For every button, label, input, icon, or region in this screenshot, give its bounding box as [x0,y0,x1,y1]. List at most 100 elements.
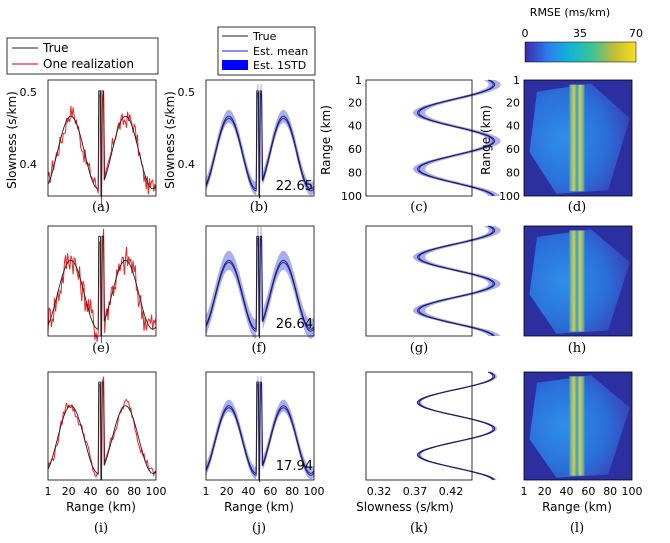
axes-frame-r3-c2 [205,371,315,481]
ylabel-range-c: Range (km) [319,105,333,175]
colorbar: RMSE (ms/km) 0 35 70 [522,6,643,63]
yticks-range-d: 1 20 40 60 80 100 [499,74,520,203]
panel-label-l: (l) [570,521,584,536]
ytick-range-60: 60 [506,143,520,156]
ylabel-range-d: Range (km) [479,105,493,175]
true-line-r1-c1 [47,90,157,197]
rmse-value-b: 22.65 [276,179,313,194]
xtick-range-20: 20 [220,485,234,498]
ytick-05-b: 0.5 [178,86,196,99]
yticks-range-c: 1 20 40 60 80 100 [341,74,362,203]
axes-frame-r1-c4 [523,79,633,197]
ylabel-slowness-b: Slowness (s/km) [163,91,177,189]
legend-std-label: Est. 1STD [253,59,306,72]
panel-label-k: (k) [410,521,428,536]
legend-true-label-b: True [252,30,277,43]
colorbar-tick-35: 35 [573,27,587,40]
true-line-r2-c1 [47,235,157,337]
xtick-range-20: 20 [62,485,76,498]
xtick-range-40: 40 [242,485,256,498]
panel-label-f: (f) [252,341,267,356]
panel-label-e: (e) [92,341,110,356]
xtick-range-100: 100 [622,485,643,498]
panel-label-d: (d) [568,200,586,215]
legend-realization-label: One realization [43,57,134,71]
legend-std-swatch [222,60,248,70]
true-line-r3-c2 [205,381,315,481]
xtick-042: 0.42 [439,485,464,498]
xlabel-slowness-k: Slowness (s/km) [356,500,454,514]
axes-frame-r1-c2 [205,79,315,197]
xlabel-range-l: Range (km) [542,500,612,514]
axes-frame-r3-c4 [523,371,633,481]
xtick-range-60: 60 [263,485,277,498]
axes-frame-r2-c1 [47,225,157,337]
xtick-037: 0.37 [403,485,428,498]
panel-label-h: (h) [568,341,587,356]
xtick-range-60: 60 [105,485,119,498]
xtick-range-40: 40 [560,485,574,498]
xtick-range-100: 100 [304,485,325,498]
xtick-range-20: 20 [538,485,552,498]
legend-estimate: True Est. mean Est. 1STD [217,26,316,76]
legend-mean-label: Est. mean [253,45,308,58]
ytick-range-1: 1 [513,74,520,87]
ytick-04-a: 0.4 [20,158,38,171]
xticks-range-i: 1 20 40 60 80 100 [45,485,167,498]
panel-label-a: (a) [92,200,110,215]
est-mean-vertical-r2 [416,225,494,337]
true-line-vertical-r1 [418,79,496,197]
rmse-value-f: 26.64 [276,317,313,332]
xtick-range-80: 80 [603,485,617,498]
ytick-04-b: 0.4 [178,158,196,171]
panel-label-b: (b) [250,200,268,215]
axes-frame-r1-c1 [47,79,157,197]
ytick-range-20: 20 [348,96,362,109]
ytick-range-40: 40 [348,120,362,133]
axes-frame-r2-c2 [205,225,315,337]
panel-label-c: (c) [410,200,427,215]
ytick-range-40: 40 [506,120,520,133]
panel-label-g: (g) [410,341,428,356]
colorbar-tick-70: 70 [629,27,643,40]
xlabel-range-j: Range (km) [224,500,294,514]
xticks-range-l: 1 20 40 60 80 100 [521,485,643,498]
axes-frame-r2-c3 [365,225,473,337]
xtick-032: 0.32 [367,485,392,498]
true-line-vertical-r2 [418,225,496,337]
ytick-range-80: 80 [506,167,520,180]
ytick-range-20: 20 [506,96,520,109]
xtick-range-60: 60 [581,485,595,498]
axes-frame-r1-c3 [365,79,473,197]
true-line-vertical-r3 [418,371,496,481]
std-band-vertical-r2 [412,226,501,336]
xtick-range-100: 100 [146,485,167,498]
ytick-range-100: 100 [341,190,362,203]
xtick-range-80: 80 [127,485,141,498]
std-band-vertical-r3 [416,372,497,480]
xtick-range-80: 80 [285,485,299,498]
axes-frame-r2-c4 [523,225,633,337]
ytick-range-1: 1 [355,74,362,87]
xlabel-range-i: Range (km) [66,500,136,514]
true-line-r1-c2 [205,90,315,197]
xtick-range-40: 40 [84,485,98,498]
xtick-range-1: 1 [203,485,210,498]
true-line-r2-c2 [205,235,315,337]
legend-true-label: True [42,41,69,55]
ytick-range-100: 100 [499,190,520,203]
xticks-range-j: 1 20 40 60 80 100 [203,485,325,498]
est-mean-vertical-r3 [416,371,494,481]
axes-frame-r3-c3 [365,371,473,481]
xtick-range-1: 1 [521,485,528,498]
map-error-stripe-r1 [569,84,585,192]
map-error-stripe-r3 [569,376,585,476]
colorbar-gradient [524,41,637,63]
ytick-range-80: 80 [348,167,362,180]
map-error-stripe-r2 [569,230,585,332]
colorbar-tick-0: 0 [522,27,529,40]
legend-true-vs-realization: True One realization [6,37,159,75]
rmse-value-j: 17.94 [276,459,313,474]
colorbar-title: RMSE (ms/km) [530,6,610,19]
